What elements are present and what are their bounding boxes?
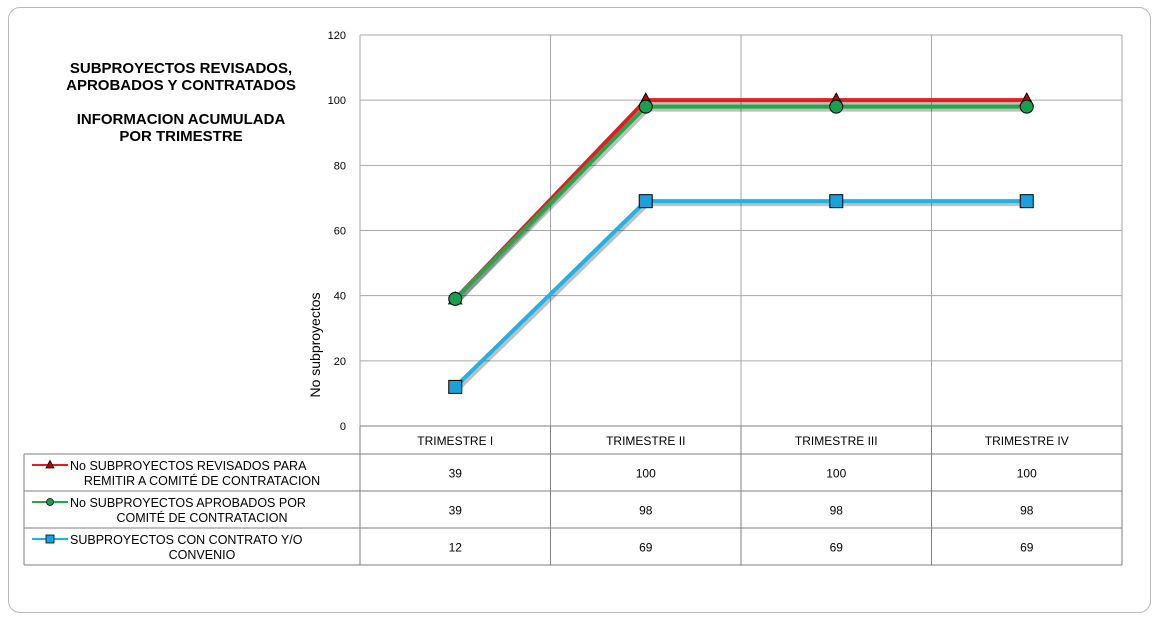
table-cell-value: 98 <box>1020 504 1034 518</box>
data-table: TRIMESTRE I TRIMESTRE II TRIMESTRE III TRIM… <box>23 425 1123 566</box>
table-cell-value: 100 <box>636 467 656 481</box>
data-point-circle <box>638 99 653 114</box>
y-axis-ticks: 0 20 40 60 80 100 120 <box>328 30 346 433</box>
table-cell-value: 69 <box>830 541 844 555</box>
legend-key-marker <box>45 534 55 544</box>
data-point-circle <box>829 99 844 114</box>
y-tick-label: 100 <box>328 95 346 107</box>
legend-label: No SUBPROYECTOS APROBADOS POR <box>70 496 306 510</box>
table-cell-value: 98 <box>639 504 653 518</box>
table-cell-value: 39 <box>449 504 463 518</box>
chart-title-line: POR TRIMESTRE <box>119 128 242 145</box>
table-cell-value: 69 <box>1020 541 1034 555</box>
chart-title-line: INFORMACION ACUMULADA <box>77 111 286 128</box>
series-line-shadow <box>455 107 1029 304</box>
legend-key-marker <box>45 459 55 469</box>
legend-label: CONVENIO <box>169 548 236 562</box>
legend-label: COMITÉ DE CONTRATACION <box>116 510 287 525</box>
series-line <box>453 98 1027 301</box>
category-label: TRIMESTRE IV <box>985 434 1069 448</box>
table-cell-value: 12 <box>449 541 463 555</box>
y-tick-label: 40 <box>334 291 346 303</box>
y-tick-label: 60 <box>334 226 346 238</box>
data-point-circle <box>448 291 463 306</box>
series-line <box>453 104 1027 301</box>
y-tick-label: 0 <box>340 421 346 433</box>
legend-label: No SUBPROYECTOS REVISADOS PARA <box>70 459 307 473</box>
legend-label: REMITIR A COMITÉ DE CONTRATACION <box>84 473 320 488</box>
table-cell-value: 100 <box>826 467 846 481</box>
legend-label: SUBPROYECTOS CON CONTRATO Y/O <box>70 533 303 547</box>
category-label: TRIMESTRE I <box>417 434 493 448</box>
y-tick-label: 80 <box>334 160 346 172</box>
table-cell-value: 98 <box>830 504 844 518</box>
series-line-shadow <box>455 202 1029 392</box>
chart-title-line: SUBPROYECTOS REVISADOS, <box>70 60 292 77</box>
table-cell-value: 69 <box>639 541 653 555</box>
data-point-square <box>1019 194 1034 209</box>
legend-key-marker <box>46 498 54 506</box>
table-cell-value: 100 <box>1017 467 1037 481</box>
chart-title-line: APROBADOS Y CONTRATADOS <box>66 77 296 94</box>
chart-title: SUBPROYECTOS REVISADOS,APROBADOS Y CONTR… <box>66 60 296 145</box>
y-tick-label: 20 <box>334 356 346 368</box>
gridlines <box>359 34 1123 454</box>
category-label: TRIMESTRE III <box>795 434 878 448</box>
series-lines <box>447 92 1035 394</box>
data-point-circle <box>1019 99 1034 114</box>
data-point-square <box>638 194 653 209</box>
data-point-square <box>448 379 463 394</box>
data-point-square <box>829 194 844 209</box>
series-line <box>453 199 1027 389</box>
table-cell-value: 39 <box>449 467 463 481</box>
y-tick-label: 120 <box>328 30 346 42</box>
y-axis-label: No subproyectos <box>307 292 323 397</box>
category-label: TRIMESTRE II <box>606 434 685 448</box>
